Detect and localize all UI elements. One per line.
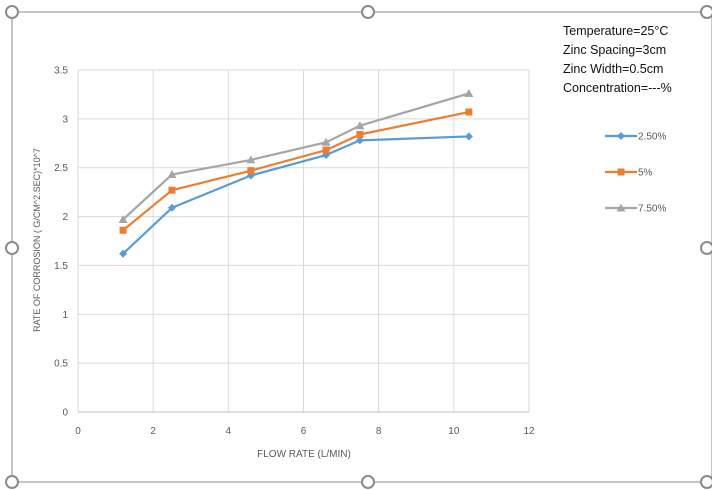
data-point [246, 155, 256, 164]
data-point [464, 132, 473, 141]
data-point [355, 121, 365, 130]
x-tick-label: 2 [150, 426, 156, 437]
y-axis-label: RATE OF CORROSION ( G/CM^2.SEC)*10^7 [32, 148, 42, 332]
resize-handle-bottom-right[interactable] [700, 475, 712, 489]
series-line [122, 92, 470, 221]
y-tick-label: 0.5 [54, 359, 68, 370]
zinc-spacing-note: Zinc Spacing=3cm [563, 43, 667, 57]
x-tick-label: 4 [226, 426, 232, 437]
data-point [168, 186, 176, 194]
x-axis-label: FLOW RATE (L/MIN) [257, 449, 351, 460]
conditions-note: Temperature=25°C Zinc Spacing=3cm Zinc W… [563, 22, 672, 98]
series-line [122, 135, 469, 255]
x-tick-label: 0 [75, 426, 81, 437]
y-tick-label: 2.5 [54, 163, 68, 174]
data-point [322, 146, 330, 154]
y-tick-label: 1 [62, 310, 68, 321]
concentration-note: Concentration=---% [563, 81, 672, 95]
y-tick-label: 3 [62, 114, 68, 125]
data-point [465, 108, 473, 116]
data-point [119, 226, 127, 234]
x-tick-label: 10 [448, 426, 460, 437]
x-tick-label: 6 [301, 426, 307, 437]
legend-marker [616, 203, 626, 212]
legend-marker [617, 168, 625, 176]
resize-handle-left[interactable] [5, 241, 19, 255]
resize-handle-bottom[interactable] [361, 475, 375, 489]
x-tick-label: 12 [523, 426, 535, 437]
data-point [167, 170, 177, 179]
data-point [167, 203, 176, 212]
x-tick-label: 8 [376, 426, 382, 437]
legend-label: 2.50% [638, 132, 666, 143]
legend-marker [617, 132, 625, 140]
legend-label: 7.50% [638, 204, 666, 215]
data-point [247, 167, 255, 175]
resize-handle-top[interactable] [361, 5, 375, 19]
chart-legend: 2.50% 5% 7.50% [605, 132, 666, 215]
legend-label: 5% [638, 168, 653, 179]
series-line [122, 110, 470, 232]
plot-grid [77, 69, 530, 413]
temperature-note: Temperature=25°C [563, 24, 669, 38]
y-tick-label: 2 [62, 212, 68, 223]
y-tick-label: 0 [62, 408, 68, 419]
y-tick-label: 1.5 [54, 261, 68, 272]
plot-axes: 0 0.5 1 1.5 2 2.5 3 3.5 0 2 4 6 8 10 12 [54, 66, 535, 438]
data-point [118, 215, 128, 224]
zinc-width-note: Zinc Width=0.5cm [563, 62, 664, 76]
resize-handle-right[interactable] [700, 241, 712, 255]
resize-handle-top-left[interactable] [5, 5, 19, 19]
resize-handle-top-right[interactable] [700, 5, 712, 19]
y-tick-label: 3.5 [54, 66, 68, 77]
data-point [464, 88, 474, 97]
plot-series [118, 88, 474, 258]
data-point [356, 130, 364, 138]
resize-handle-bottom-left[interactable] [5, 475, 19, 489]
data-point [321, 137, 331, 146]
data-point [355, 136, 364, 145]
data-point [119, 249, 128, 258]
